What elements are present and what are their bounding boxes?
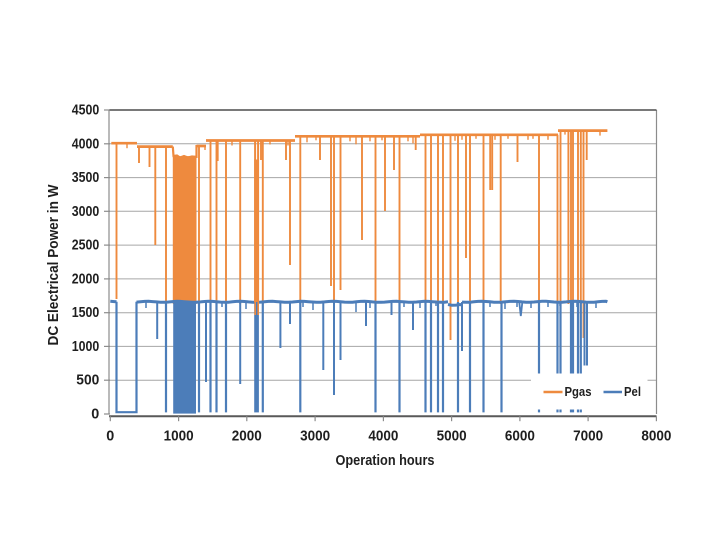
svg-text:DC Electrical Power in W: DC Electrical Power in W (46, 184, 62, 345)
svg-text:2000: 2000 (232, 429, 262, 445)
svg-text:4000: 4000 (72, 136, 100, 152)
svg-text:8000: 8000 (641, 429, 671, 445)
svg-text:1500: 1500 (72, 305, 100, 321)
svg-text:0: 0 (106, 429, 114, 445)
svg-text:3000: 3000 (72, 204, 100, 220)
svg-text:Pgas: Pgas (565, 385, 592, 399)
svg-text:7000: 7000 (573, 429, 603, 445)
svg-text:1000: 1000 (164, 429, 194, 445)
svg-text:6000: 6000 (505, 429, 535, 445)
svg-text:500: 500 (76, 373, 99, 389)
svg-text:3000: 3000 (300, 429, 330, 445)
svg-text:5000: 5000 (437, 429, 467, 445)
svg-text:0: 0 (91, 407, 99, 423)
svg-text:4500: 4500 (72, 103, 100, 119)
svg-text:2000: 2000 (72, 271, 100, 287)
svg-text:4000: 4000 (368, 429, 398, 445)
svg-text:1000: 1000 (72, 339, 100, 355)
svg-text:Pel: Pel (624, 385, 641, 399)
svg-text:3500: 3500 (72, 170, 100, 186)
svg-text:Operation hours: Operation hours (336, 453, 435, 469)
svg-text:2500: 2500 (72, 238, 100, 254)
